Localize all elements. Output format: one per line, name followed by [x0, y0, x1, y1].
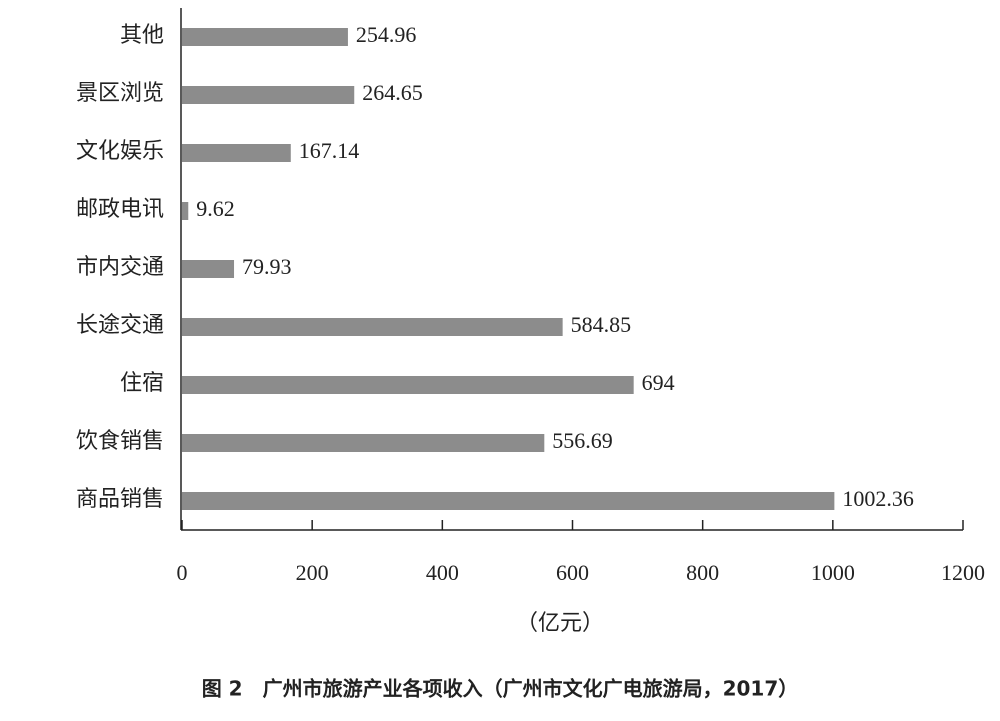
- data-label: 584.85: [571, 312, 632, 337]
- x-tick-label: 400: [426, 560, 459, 585]
- data-label: 79.93: [242, 254, 292, 279]
- y-tick-label: 景区浏览: [76, 80, 164, 105]
- x-tick-label: 1200: [941, 560, 985, 585]
- bar: [182, 376, 634, 394]
- y-tick-label: 饮食销售: [76, 428, 164, 453]
- x-tick-label: 0: [177, 560, 188, 585]
- bar: [182, 202, 189, 220]
- data-label: 694: [642, 370, 675, 395]
- bar: [182, 28, 348, 46]
- x-tick-label: 600: [556, 560, 589, 585]
- data-label: 556.69: [552, 428, 613, 453]
- bar: [182, 86, 355, 104]
- y-tick-label: 其他: [120, 22, 164, 47]
- bar: [182, 260, 235, 278]
- y-tick-label: 住宿: [120, 370, 164, 395]
- y-tick-label: 长途交通: [76, 312, 164, 337]
- bar: [182, 318, 563, 336]
- data-label: 264.65: [362, 80, 423, 105]
- data-label: 9.62: [196, 196, 235, 221]
- x-tick-label: 200: [296, 560, 329, 585]
- x-tick-label: 1000: [811, 560, 855, 585]
- y-tick-label: 文化娱乐: [76, 138, 164, 163]
- data-label: 254.96: [356, 22, 417, 47]
- bar: [182, 492, 835, 510]
- y-tick-label: 市内交通: [76, 254, 164, 279]
- data-label: 167.14: [299, 138, 360, 163]
- y-tick-label: 商品销售: [76, 486, 164, 511]
- x-axis-label: （亿元）: [516, 610, 604, 635]
- y-tick-label: 邮政电讯: [76, 196, 164, 221]
- bar: [182, 434, 545, 452]
- caption: 图 2 广州市旅游产业各项收入（广州市文化广电旅游局，2017）: [202, 677, 799, 701]
- x-tick-label: 800: [686, 560, 719, 585]
- data-label: 1002.36: [842, 486, 914, 511]
- bar: [182, 144, 291, 162]
